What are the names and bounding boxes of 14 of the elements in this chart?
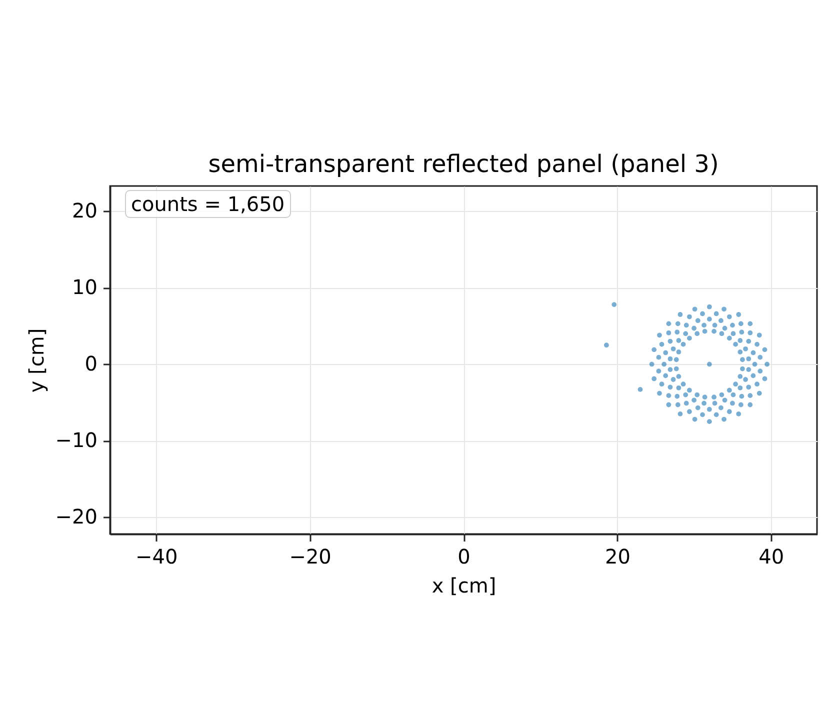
annotation: counts = 1,650 <box>125 190 291 218</box>
x-axis-title: x [cm] <box>432 574 496 598</box>
y-tick-label: 20 <box>72 198 98 223</box>
y-tick-label: −10 <box>55 428 98 452</box>
chart-title: semi-transparent reflected panel (panel 3) <box>208 150 719 178</box>
y-axis-title: y [cm] <box>24 328 48 393</box>
x-tick-label: −20 <box>289 544 332 568</box>
y-tick-label: −20 <box>55 504 98 529</box>
x-tick-label: 40 <box>758 544 784 568</box>
x-tick-label: 20 <box>604 544 630 568</box>
x-tick-label: −40 <box>136 544 178 568</box>
y-tick-label: 0 <box>84 352 98 376</box>
x-tick-label: 0 <box>458 544 470 568</box>
y-tick-label: 10 <box>72 275 98 300</box>
